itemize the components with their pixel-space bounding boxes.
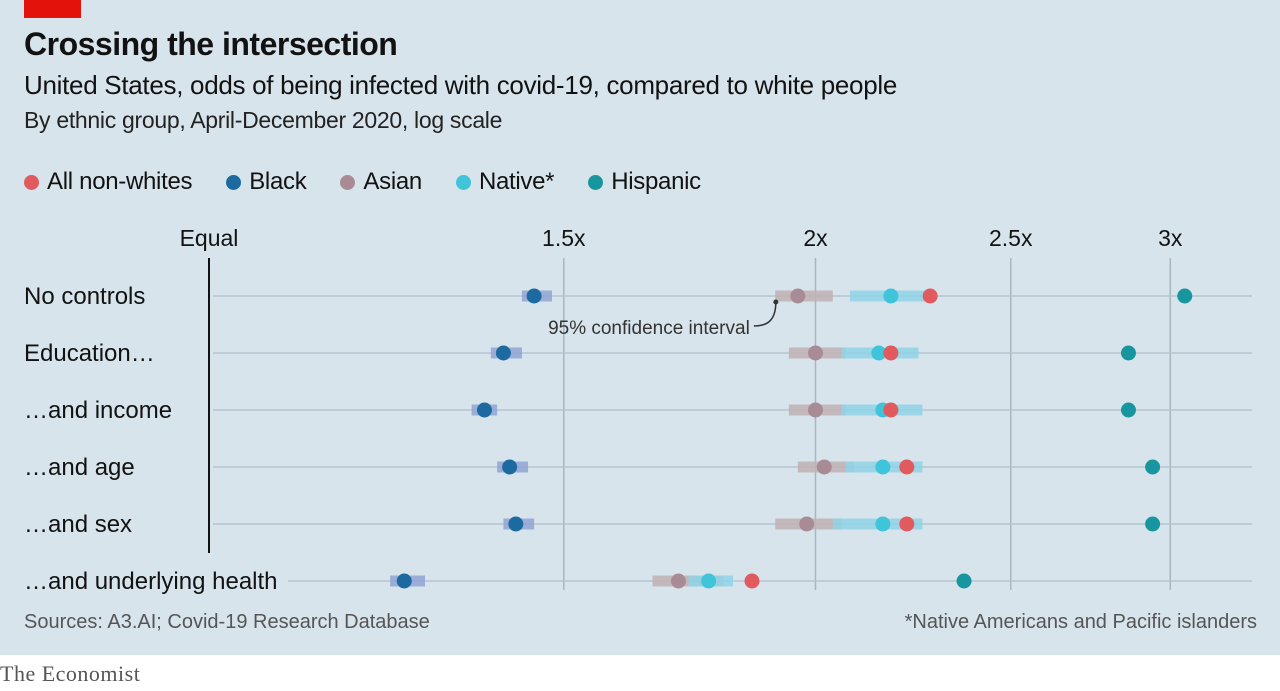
dot-black <box>476 402 492 418</box>
chart-subtitle: United States, odds of being infected wi… <box>24 70 897 100</box>
annotation-label: 95% confidence interval <box>548 318 750 339</box>
dot-all-non-whites <box>899 459 915 475</box>
legend-swatch <box>24 174 39 190</box>
dot-native <box>875 516 891 532</box>
dot-asian <box>790 288 806 304</box>
legend-item-hispanic: Hispanic <box>588 168 701 196</box>
dot-black <box>396 573 412 589</box>
chart-panel <box>0 0 1280 655</box>
x-tick-label: 1.5x <box>542 225 586 251</box>
brand-tag <box>24 0 81 18</box>
chart-subsubtitle: By ethnic group, April-December 2020, lo… <box>24 107 503 133</box>
dot-hispanic <box>1120 402 1136 418</box>
legend: All non-whites Black Asian Native* Hispanic <box>24 167 735 197</box>
dot-asian <box>816 459 832 475</box>
legend-swatch <box>588 174 604 190</box>
dot-native <box>871 345 887 361</box>
legend-label: All non-whites <box>47 168 193 195</box>
legend-label: Asian <box>363 168 422 195</box>
legend-item-black: Black <box>226 168 307 196</box>
dot-hispanic <box>1120 345 1136 361</box>
dot-native <box>883 288 899 304</box>
legend-item-all-non-whites: All non-whites <box>24 168 193 196</box>
legend-swatch <box>226 174 242 190</box>
dot-black <box>526 288 542 304</box>
legend-item-asian: Asian <box>340 168 422 196</box>
dot-asian <box>670 573 686 589</box>
source-note: Sources: A3.AI; Covid-19 Research Databa… <box>24 611 430 633</box>
x-tick-label: 2x <box>803 225 828 251</box>
row-label: …and underlying health <box>24 568 278 595</box>
dot-hispanic <box>956 573 972 589</box>
legend-label: Black <box>249 168 307 195</box>
legend-label: Native* <box>478 168 555 195</box>
dot-black <box>508 516 524 532</box>
chart-title: Crossing the intersection <box>24 26 398 62</box>
dot-black <box>502 459 518 475</box>
x-tick-label: 2.5x <box>989 225 1033 251</box>
dot-native <box>701 573 717 589</box>
dot-hispanic <box>1177 288 1193 304</box>
ci-bar <box>652 575 724 587</box>
row-label: No controls <box>24 283 145 310</box>
dot-asian <box>799 516 815 532</box>
legend-item-native: Native* <box>455 168 555 196</box>
dot-asian <box>808 345 824 361</box>
dot-all-non-whites <box>744 573 760 589</box>
dot-all-non-whites <box>922 288 938 304</box>
dot-all-non-whites <box>883 402 899 418</box>
dot-hispanic <box>1145 516 1161 532</box>
row-label: …and age <box>24 454 135 481</box>
dot-native <box>875 459 891 475</box>
dot-all-non-whites <box>899 516 915 532</box>
dot-asian <box>808 402 824 418</box>
dot-plot: Equal 1.5x 2x 2.5x 3x No controls Education… …a… <box>24 225 1252 595</box>
x-tick-label: Equal <box>180 225 239 251</box>
dot-hispanic <box>1145 459 1161 475</box>
dot-black <box>495 345 511 361</box>
footnote: *Native Americans and Pacific islanders <box>904 611 1257 633</box>
economist-logo: The Economist <box>0 661 141 686</box>
legend-swatch <box>455 174 471 190</box>
legend-swatch <box>340 174 356 190</box>
row-label: …and income <box>24 397 172 424</box>
x-tick-label: 3x <box>1158 225 1183 251</box>
row-label: …and sex <box>24 511 132 538</box>
legend-label: Hispanic <box>611 168 701 195</box>
annotation-leader <box>753 301 777 327</box>
dot-all-non-whites <box>883 345 899 361</box>
row-label: Education… <box>24 340 155 367</box>
